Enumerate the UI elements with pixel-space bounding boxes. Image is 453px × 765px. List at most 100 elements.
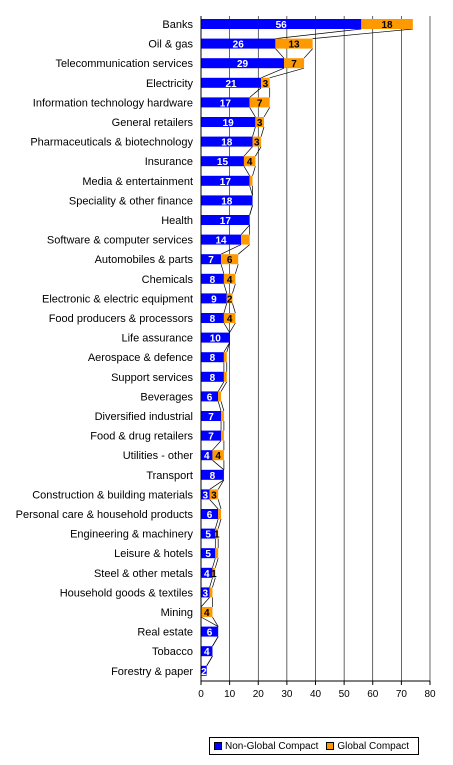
category-label: Automobiles & parts xyxy=(95,254,194,266)
category-label: Diversified industrial xyxy=(95,411,193,423)
connector-line xyxy=(240,224,250,235)
category-label: Leisure & hotels xyxy=(114,548,193,560)
bar-value-label: 56 xyxy=(276,20,288,31)
category-label: Life assurance xyxy=(121,333,193,345)
category-label: Banks xyxy=(162,19,193,31)
bar-segment-global xyxy=(243,156,256,167)
connector-line xyxy=(209,577,213,588)
connector-line xyxy=(217,499,222,510)
bar-value-label: 8 xyxy=(210,314,216,325)
connector-line xyxy=(220,244,242,255)
connector-line xyxy=(206,656,213,666)
bar-value-label: 17 xyxy=(220,98,232,109)
x-tick-label: 80 xyxy=(424,689,436,700)
category-label: Personal care & household products xyxy=(16,509,194,521)
bar-segment-global xyxy=(221,254,239,265)
connector-line xyxy=(212,616,219,627)
legend-swatch-series-2 xyxy=(326,742,335,750)
category-label: Forestry & paper xyxy=(111,666,193,678)
category-label: Electricity xyxy=(146,78,194,90)
bar-value-label: 3 xyxy=(254,138,260,149)
connector-line xyxy=(252,166,256,176)
bar-segment-global xyxy=(223,352,227,363)
bar-segment-global xyxy=(241,234,250,245)
bar-segment-global xyxy=(226,293,233,304)
bar-value-label: 15 xyxy=(217,157,229,168)
category-label: Utilities - other xyxy=(123,450,194,462)
category-label: Insurance xyxy=(145,156,193,168)
connector-line xyxy=(249,185,253,196)
bar-value-label: 4 xyxy=(215,451,221,462)
bar-segment-global xyxy=(261,77,270,88)
bar-segment-global xyxy=(215,548,219,559)
connector-line xyxy=(209,479,225,490)
bar-segment-non-global xyxy=(201,38,276,49)
connector-line xyxy=(220,264,225,274)
connector-line xyxy=(220,381,228,392)
bar-value-label: 3 xyxy=(203,588,209,599)
category-label: Construction & building materials xyxy=(32,489,193,501)
bar-segment-non-global xyxy=(201,626,219,637)
bar-segment-global xyxy=(218,509,222,519)
bar-segment-global xyxy=(223,371,227,382)
bar-value-label: 7 xyxy=(208,412,214,423)
category-label: Food producers & processors xyxy=(49,313,194,325)
connector-line xyxy=(229,322,236,333)
connector-line xyxy=(260,126,265,137)
x-tick-label: 40 xyxy=(310,689,322,700)
connector-line xyxy=(275,48,285,59)
bar-segment-global xyxy=(255,117,264,127)
bar-segment-non-global xyxy=(201,567,213,578)
bar-segment-non-global xyxy=(201,136,253,147)
connector-line xyxy=(217,401,222,412)
category-label: Beverages xyxy=(140,391,193,403)
legend-item-series-2: Global Compact xyxy=(326,741,409,752)
bar-segment-global xyxy=(221,411,224,421)
bar-value-label: 2 xyxy=(227,294,233,305)
bar-segment-non-global xyxy=(201,313,224,323)
bar-segment-global xyxy=(212,450,224,461)
category-label: Household goods & textiles xyxy=(60,587,194,599)
bar-segment-non-global xyxy=(201,646,213,657)
bar-segment-non-global xyxy=(201,587,210,598)
bar-value-label: 3 xyxy=(257,118,263,129)
category-label: Chemicals xyxy=(142,274,194,286)
connector-line xyxy=(223,303,228,314)
bar-value-label: 18 xyxy=(382,20,394,31)
bar-segment-global xyxy=(209,587,213,598)
category-label: Support services xyxy=(111,372,193,384)
connector-line xyxy=(200,616,219,627)
category-label: Real estate xyxy=(137,627,193,639)
category-label: Steel & other metals xyxy=(94,568,194,580)
connector-line xyxy=(200,597,210,608)
bar-value-label: 3 xyxy=(203,490,209,501)
bar-value-label: 6 xyxy=(207,392,213,403)
category-label: Pharmaceuticals & biotechnology xyxy=(30,137,193,149)
bar-value-label: 7 xyxy=(291,59,297,70)
connector-line xyxy=(275,28,362,39)
legend-item-series-1: Non-Global Compact xyxy=(214,741,318,752)
connector-line xyxy=(260,67,285,79)
connector-line xyxy=(212,636,219,647)
bar-value-label: 4 xyxy=(227,275,233,286)
legend-label-series-1: Non-Global Compact xyxy=(225,740,319,752)
connector-line xyxy=(235,264,239,274)
bar-value-label: 1 xyxy=(214,530,220,541)
bar-segment-global xyxy=(201,607,213,617)
category-label: Health xyxy=(161,215,193,227)
bar-value-label: 1 xyxy=(211,569,217,580)
bar-segment-non-global xyxy=(201,234,242,245)
bar-value-label: 8 xyxy=(210,275,216,286)
bar-segment-non-global xyxy=(201,509,219,519)
connector-line xyxy=(220,401,225,412)
category-label: Engineering & machinery xyxy=(70,529,193,541)
bar-segment-non-global xyxy=(201,548,216,559)
legend-swatch-series-1 xyxy=(214,742,222,750)
x-axis: 0 10 20 30 40 50 60 70 80 xyxy=(198,16,436,700)
x-tick-label: 70 xyxy=(396,689,408,700)
connector-line xyxy=(249,87,262,98)
bar-value-label: 9 xyxy=(211,294,217,305)
x-tick-label: 60 xyxy=(367,689,379,700)
bar-value-label: 8 xyxy=(210,373,216,384)
bar-value-label: 26 xyxy=(233,40,245,51)
